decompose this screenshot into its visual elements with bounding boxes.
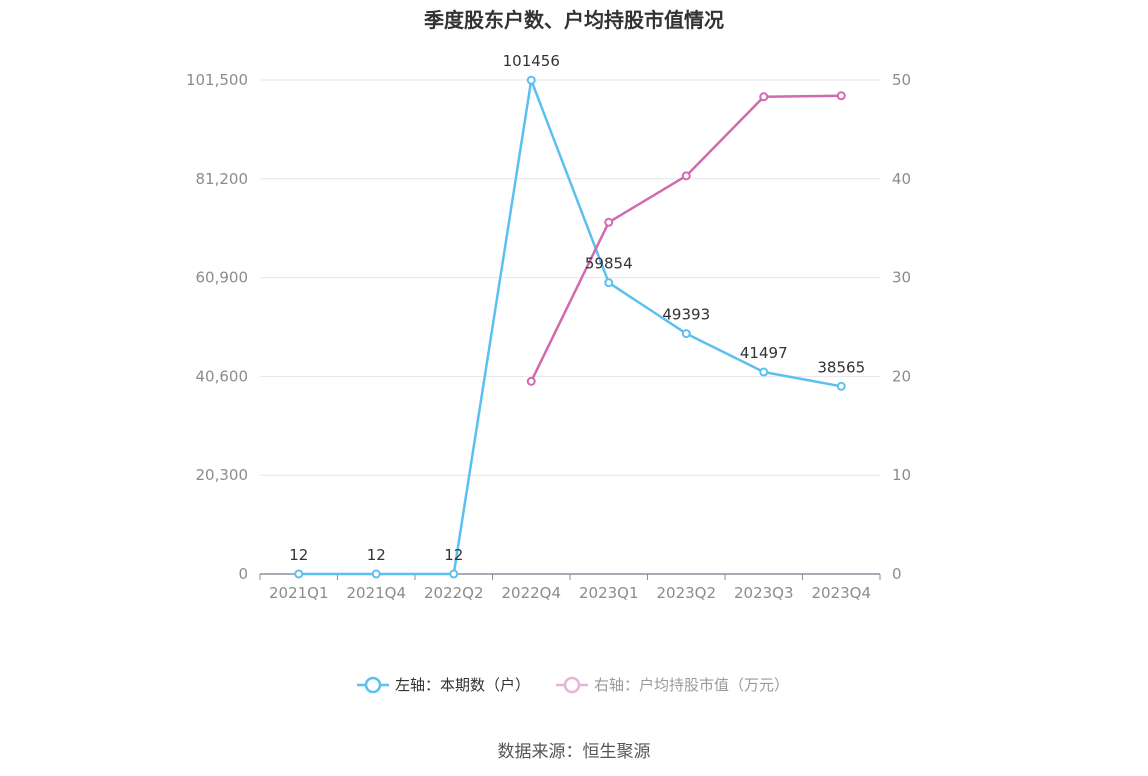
data-label: 59854 [585,255,633,273]
legend-label: 右轴：户均持股市值（万元） [594,676,789,694]
data-point [449,569,459,579]
x-tick-label: 2022Q4 [501,584,561,602]
series-line-right [530,94,842,382]
chart-title: 季度股东户数、户均持股市值情况 [424,8,724,32]
right-tick-label: 40 [892,170,911,188]
data-point [681,329,691,339]
x-tick-label: 2023Q4 [811,584,871,602]
legend: 左轴：本期数（户） 右轴：户均持股市值（万元） [357,676,789,694]
x-tick-label: 2023Q2 [656,584,716,602]
right-tick-label: 10 [892,466,911,484]
data-point [604,217,614,227]
x-tick-label: 2022Q2 [424,584,484,602]
data-labels: 12 12 12 101456 59854 49393 41497 38565 [289,52,865,564]
legend-swatch-marker [563,676,581,694]
right-tick-label: 20 [892,367,911,385]
data-point [294,569,304,579]
data-label: 12 [289,546,308,564]
source-note: 数据来源：恒生聚源 [497,742,651,762]
x-tick-label: 2023Q1 [579,584,639,602]
data-point [681,171,691,181]
legend-swatch-marker [364,676,382,694]
right-tick-label: 30 [892,269,911,287]
data-point [836,91,846,101]
left-tick-label: 40,600 [196,367,249,385]
x-tick-label: 2021Q1 [269,584,329,602]
left-tick-label: 81,200 [196,170,249,188]
right-tick-label: 50 [892,71,911,89]
x-tick-label: 2021Q4 [346,584,406,602]
left-tick-label: 20,300 [196,466,249,484]
left-tick-label: 60,900 [196,269,249,287]
legend-label: 左轴：本期数（户） [395,676,530,694]
left-tick-label: 101,500 [186,71,248,89]
series-line-left [298,78,842,576]
x-tick-label: 2023Q3 [734,584,794,602]
data-label: 49393 [662,306,710,324]
data-point [526,376,536,386]
data-label: 12 [367,546,386,564]
data-point [759,367,769,377]
right-tick-label: 0 [892,565,902,583]
grid-lines [260,79,880,476]
data-label: 38565 [817,358,865,376]
data-label: 41497 [740,344,788,362]
data-point [371,569,381,579]
data-point [836,381,846,391]
series-lines [294,75,846,579]
data-label: 101456 [503,52,560,70]
data-label: 12 [444,546,463,564]
data-point [526,75,536,85]
left-tick-label: 0 [238,565,248,583]
data-point [604,278,614,288]
axes: 0 20,300 40,600 60,900 81,200 101,500 0 10 20 30 4… [186,71,911,602]
data-point [759,92,769,102]
